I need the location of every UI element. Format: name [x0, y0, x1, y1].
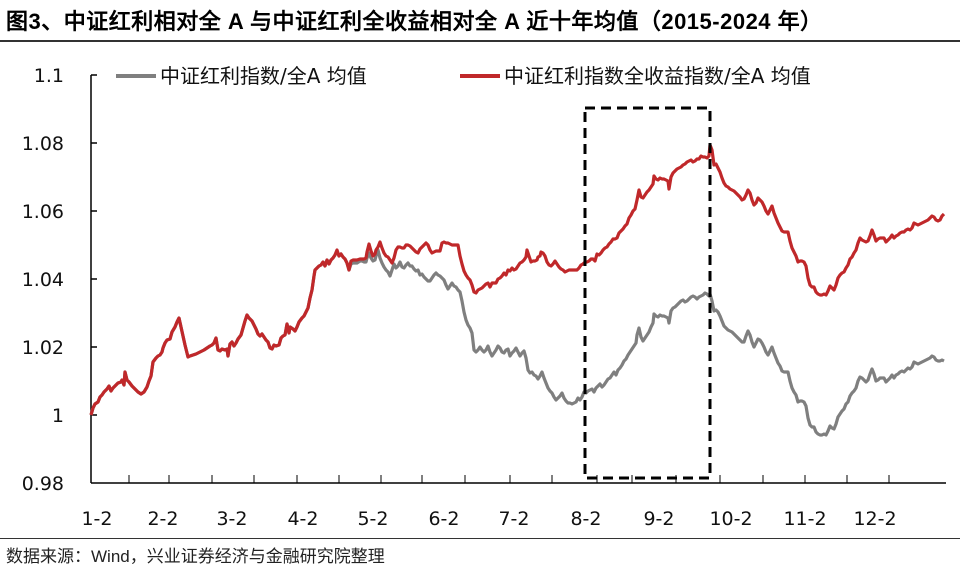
highlight-box — [583, 106, 712, 480]
y-tick-label: 1.02 — [22, 337, 64, 359]
x-tick-label: 5-2 — [357, 508, 388, 530]
y-tick-label: 1.06 — [22, 201, 64, 223]
legend-label-gray: 中证红利指数/全A 均值 — [160, 64, 367, 88]
x-tick-label: 11-2 — [783, 508, 826, 530]
data-source-note: 数据来源：Wind，兴业证券经济与金融研究院整理 — [6, 547, 385, 566]
x-tick-label: 12-2 — [853, 508, 896, 530]
x-tick-label: 7-2 — [498, 508, 529, 530]
y-tick-label: 1 — [52, 405, 64, 427]
y-tick-label: 1.08 — [22, 133, 64, 155]
title-divider — [0, 40, 960, 42]
y-tick-label: 0.98 — [22, 473, 64, 495]
x-tick-label: 4-2 — [287, 508, 318, 530]
legend-label-red: 中证红利指数全收益指数/全A 均值 — [504, 64, 811, 88]
legend: 中证红利指数/全A 均值 中证红利指数全收益指数/全A 均值 — [116, 64, 811, 88]
x-tick-label: 9-2 — [643, 508, 674, 530]
x-tick-label: 1-2 — [81, 508, 112, 530]
y-tick-label: 1.1 — [34, 65, 64, 87]
x-tick-label: 2-2 — [147, 508, 178, 530]
source-divider — [0, 538, 960, 539]
x-tick-label: 10-2 — [709, 508, 752, 530]
chart-title: 图3、中证红利相对全 A 与中证红利全收益相对全 A 近十年均值（2015-20… — [6, 9, 823, 34]
x-axis: 1-2 2-2 3-2 4-2 5-2 6-2 7-2 8-2 9-2 10-2… — [81, 475, 946, 530]
x-tick-label: 6-2 — [428, 508, 459, 530]
x-tick-label: 8-2 — [570, 508, 601, 530]
line-chart: 1.1 1.08 1.06 1.04 1.02 1 0.98 1-2 2-2 3… — [22, 64, 946, 530]
series-line-red — [89, 143, 946, 416]
y-tick-label: 1.04 — [22, 269, 64, 291]
x-tick-label: 3-2 — [216, 508, 247, 530]
y-axis: 1.1 1.08 1.06 1.04 1.02 1 0.98 — [22, 65, 97, 495]
series-line-gray — [89, 248, 945, 437]
